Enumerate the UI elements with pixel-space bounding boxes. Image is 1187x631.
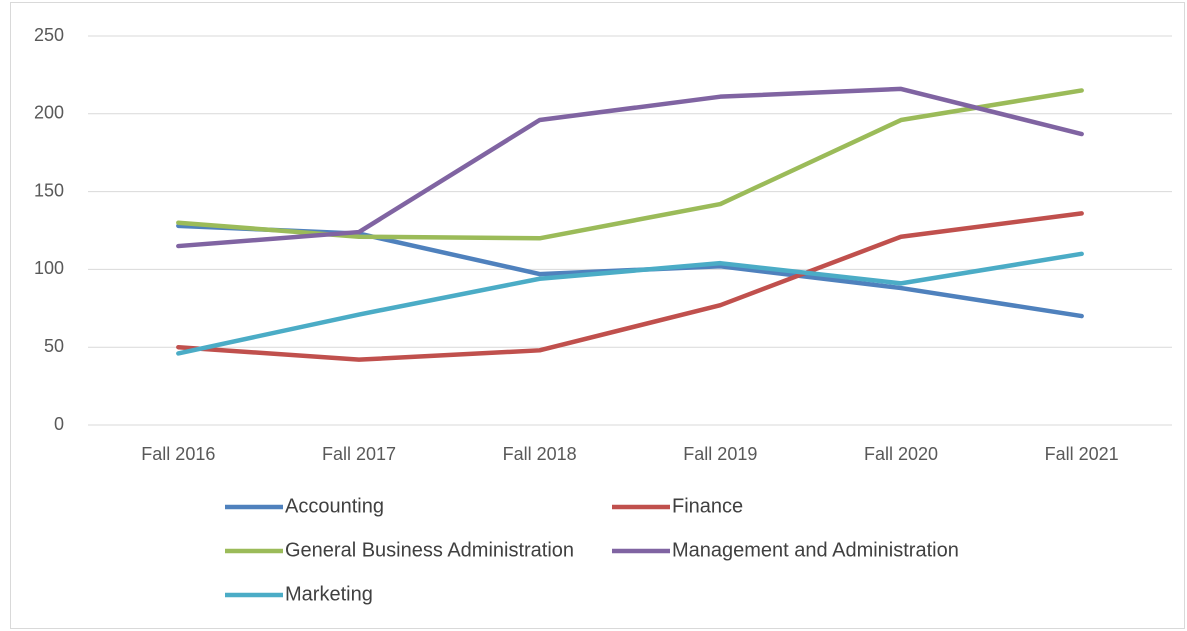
y-tick-label: 250 bbox=[34, 25, 64, 45]
y-tick-label: 50 bbox=[44, 336, 64, 356]
x-tick-label: Fall 2018 bbox=[503, 444, 577, 464]
legend-label: Finance bbox=[672, 495, 743, 517]
y-tick-label: 0 bbox=[54, 414, 64, 434]
legend-label: Accounting bbox=[285, 495, 384, 517]
series-line bbox=[176, 251, 1084, 356]
legend-label: Management and Administration bbox=[672, 539, 959, 561]
y-tick-label: 150 bbox=[34, 180, 64, 200]
chart-frame bbox=[10, 2, 1185, 629]
series-line bbox=[176, 86, 1084, 249]
legend-label: General Business Administration bbox=[285, 539, 574, 561]
x-tick-label: Fall 2021 bbox=[1045, 444, 1119, 464]
x-tick-label: Fall 2016 bbox=[141, 444, 215, 464]
y-tick-label: 200 bbox=[34, 103, 64, 123]
series-line bbox=[176, 211, 1084, 362]
x-tick-label: Fall 2017 bbox=[322, 444, 396, 464]
x-tick-label: Fall 2020 bbox=[864, 444, 938, 464]
x-tick-label: Fall 2019 bbox=[683, 444, 757, 464]
y-tick-label: 100 bbox=[34, 258, 64, 278]
legend-label: Marketing bbox=[285, 583, 373, 605]
